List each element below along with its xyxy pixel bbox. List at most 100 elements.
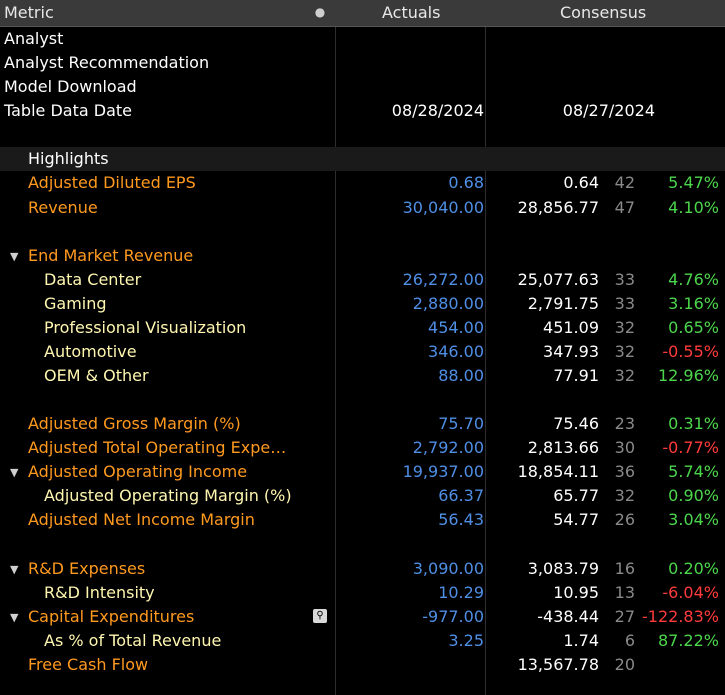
table-row-rd-expenses[interactable]: ▼ R&D Expenses 3,090.00 3,083.79 16 0.20… [0, 557, 725, 581]
consensus-value: 18,854.11 [517, 462, 599, 481]
table-row-capex-percent-revenue[interactable]: As % of Total Revenue 3.25 1.74 6 87.22% [0, 629, 725, 653]
surprise-percent: 12.96% [657, 366, 719, 385]
table-row-rd-intensity[interactable]: R&D Intensity 10.29 10.95 13 -6.04% [0, 581, 725, 605]
table-row-adjusted-net-income-margin[interactable]: Adjusted Net Income Margin 56.43 54.77 2… [0, 508, 725, 532]
consensus-value: 347.93 [543, 342, 599, 361]
consensus-value: 3,083.79 [527, 559, 599, 578]
estimate-count: 32 [614, 486, 635, 505]
actual-value: 10.29 [438, 583, 484, 602]
row-label: Analyst Recommendation [4, 53, 210, 72]
table-row-adjusted-operating-income[interactable]: ▼ Adjusted Operating Income 19,937.00 18… [0, 460, 725, 484]
info-row-analyst[interactable]: Analyst [0, 27, 725, 51]
table-row-capital-expenditures[interactable]: ▼ Capital Expenditures ⚲ -977.00 -438.44… [0, 605, 725, 629]
table-row-gaming[interactable]: Gaming 2,880.00 2,791.75 33 3.16% [0, 292, 725, 316]
estimate-count: 26 [614, 510, 635, 529]
row-label: Capital Expenditures [28, 607, 195, 626]
actuals-date: 08/28/2024 [391, 101, 484, 120]
row-label: OEM & Other [44, 366, 149, 385]
row-label: Adjusted Gross Margin (%) [28, 414, 241, 433]
actual-value: 2,880.00 [412, 294, 484, 313]
actual-value: 56.43 [438, 510, 484, 529]
estimate-count: 20 [614, 655, 635, 674]
table-row-end-market-revenue[interactable]: ▼ End Market Revenue [0, 244, 725, 268]
consensus-value: 54.77 [553, 510, 599, 529]
triangle-down-icon[interactable]: ▼ [10, 611, 19, 624]
estimate-count: 30 [614, 438, 635, 457]
surprise-percent: -122.83% [642, 607, 719, 626]
consensus-value: 65.77 [553, 486, 599, 505]
row-label: Adjusted Net Income Margin [28, 510, 255, 529]
estimate-count: 32 [614, 366, 635, 385]
column-divider [335, 0, 336, 695]
estimate-count: 32 [614, 342, 635, 361]
table-row-free-cash-flow[interactable]: Free Cash Flow 13,567.78 20 [0, 653, 725, 677]
surprise-percent: 0.31% [668, 414, 719, 433]
estimate-count: 16 [614, 559, 635, 578]
estimate-count: 6 [624, 631, 635, 650]
row-label: Adjusted Total Operating Expe… [28, 438, 287, 457]
table-row-adjusted-diluted-eps[interactable]: Adjusted Diluted EPS 0.68 0.64 42 5.47% [0, 171, 725, 195]
row-label: Data Center [44, 270, 142, 289]
actual-value: 3.25 [448, 631, 484, 650]
row-label: Model Download [4, 77, 137, 96]
lightbulb-icon[interactable]: ● [314, 5, 326, 19]
row-label: Table Data Date [4, 101, 132, 120]
consensus-value: 451.09 [543, 318, 599, 337]
metric-column-header[interactable]: Metric [4, 3, 54, 22]
actual-value: 66.37 [438, 486, 484, 505]
info-row-model-download[interactable]: Model Download [0, 75, 725, 99]
estimate-count: 32 [614, 318, 635, 337]
section-title: Highlights [28, 149, 109, 168]
estimate-count: 33 [614, 294, 635, 313]
actual-value: 88.00 [438, 366, 484, 385]
row-label: R&D Intensity [44, 583, 155, 602]
actual-value: 19,937.00 [402, 462, 484, 481]
row-label: R&D Expenses [28, 559, 146, 578]
estimate-count: 42 [614, 173, 635, 192]
row-label: Automotive [44, 342, 137, 361]
consensus-value: 13,567.78 [517, 655, 599, 674]
consensus-column-header[interactable]: Consensus [560, 3, 647, 22]
table-row-adjusted-total-operating-expenses[interactable]: Adjusted Total Operating Expe… 2,792.00 … [0, 436, 725, 460]
estimate-count: 23 [614, 414, 635, 433]
triangle-down-icon[interactable]: ▼ [10, 563, 19, 576]
row-label: Adjusted Operating Margin (%) [44, 486, 292, 505]
actuals-column-header[interactable]: Actuals [382, 3, 441, 22]
table-row-revenue[interactable]: Revenue 30,040.00 28,856.77 47 4.10% [0, 196, 725, 220]
row-label: Adjusted Diluted EPS [28, 173, 196, 192]
consensus-value: 0.64 [563, 173, 599, 192]
row-label: Free Cash Flow [28, 655, 149, 674]
row-label: Revenue [28, 198, 98, 217]
info-row-table-data-date: Table Data Date 08/28/2024 08/27/2024 [0, 99, 725, 123]
table-row-data-center[interactable]: Data Center 26,272.00 25,077.63 33 4.76% [0, 268, 725, 292]
row-label: Professional Visualization [44, 318, 247, 337]
row-label: Gaming [44, 294, 107, 313]
consensus-value: 28,856.77 [517, 198, 599, 217]
consensus-value: 2,791.75 [527, 294, 599, 313]
consensus-value: 77.91 [553, 366, 599, 385]
actual-value: 75.70 [438, 414, 484, 433]
table-row-automotive[interactable]: Automotive 346.00 347.93 32 -0.55% [0, 340, 725, 364]
table-row-adjusted-gross-margin[interactable]: Adjusted Gross Margin (%) 75.70 75.46 23… [0, 412, 725, 436]
consensus-value: 1.74 [563, 631, 599, 650]
surprise-percent: -0.55% [662, 342, 719, 361]
magnifier-icon[interactable]: ⚲ [313, 609, 327, 623]
highlights-section-header: Highlights [0, 147, 725, 171]
actual-value: 2,792.00 [412, 438, 484, 457]
table-row-oem-other[interactable]: OEM & Other 88.00 77.91 32 12.96% [0, 364, 725, 388]
triangle-down-icon[interactable]: ▼ [10, 250, 19, 263]
surprise-percent: 4.10% [668, 198, 719, 217]
surprise-percent: 3.16% [668, 294, 719, 313]
triangle-down-icon[interactable]: ▼ [10, 466, 19, 479]
info-row-analyst-recommendation[interactable]: Analyst Recommendation [0, 51, 725, 75]
consensus-value: 10.95 [553, 583, 599, 602]
row-label: Analyst [4, 29, 64, 48]
consensus-value: 75.46 [553, 414, 599, 433]
actual-value: 30,040.00 [402, 198, 484, 217]
estimate-count: 13 [614, 583, 635, 602]
table-row-professional-visualization[interactable]: Professional Visualization 454.00 451.09… [0, 316, 725, 340]
surprise-percent: -0.77% [662, 438, 719, 457]
table-row-adjusted-operating-margin[interactable]: Adjusted Operating Margin (%) 66.37 65.7… [0, 484, 725, 508]
row-label: As % of Total Revenue [44, 631, 222, 650]
surprise-percent: 5.74% [668, 462, 719, 481]
